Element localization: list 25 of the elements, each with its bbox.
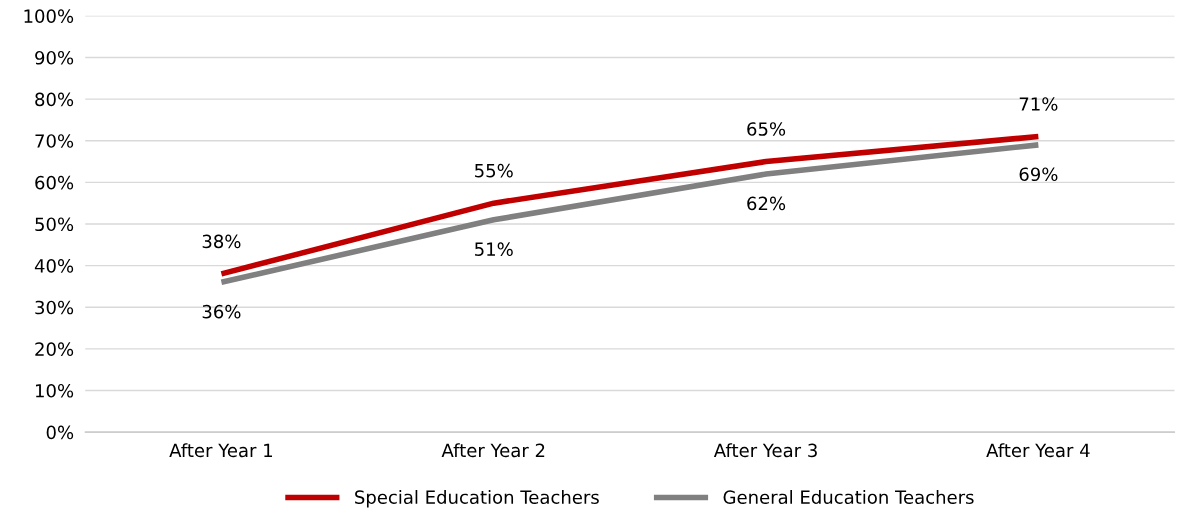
y-tick-label: 70% <box>35 134 74 148</box>
legend-label: General Education Teachers <box>723 490 974 504</box>
data-label: 55% <box>475 163 513 178</box>
data-label: 65% <box>747 122 786 136</box>
y-tick-label: 30% <box>35 300 74 315</box>
x-tick-label: After Year 1 <box>169 443 273 458</box>
y-tick-label: 10% <box>35 383 74 398</box>
y-tick-label: 40% <box>34 259 74 273</box>
y-tick-label: 80% <box>35 92 74 107</box>
x-tick-label: After Year 2 <box>441 443 545 458</box>
data-label: 38% <box>202 234 241 249</box>
y-tick-label: 0% <box>46 425 74 440</box>
y-tick-label: 50% <box>35 217 74 232</box>
data-label: 51% <box>475 242 513 257</box>
data-label: 71% <box>1019 97 1058 111</box>
x-tick-label: After Year 3 <box>713 443 817 458</box>
y-tick-label: 20% <box>35 342 74 356</box>
data-label: 69% <box>1019 167 1058 182</box>
data-label: 62% <box>747 196 786 211</box>
y-tick-label: 60% <box>35 175 74 190</box>
y-tick-label: 100% <box>24 9 74 23</box>
data-label: 36% <box>202 304 241 319</box>
legend-label: Special Education Teachers <box>355 490 599 508</box>
x-tick-label: After Year 4 <box>986 443 1090 458</box>
y-tick-label: 90% <box>35 50 74 65</box>
